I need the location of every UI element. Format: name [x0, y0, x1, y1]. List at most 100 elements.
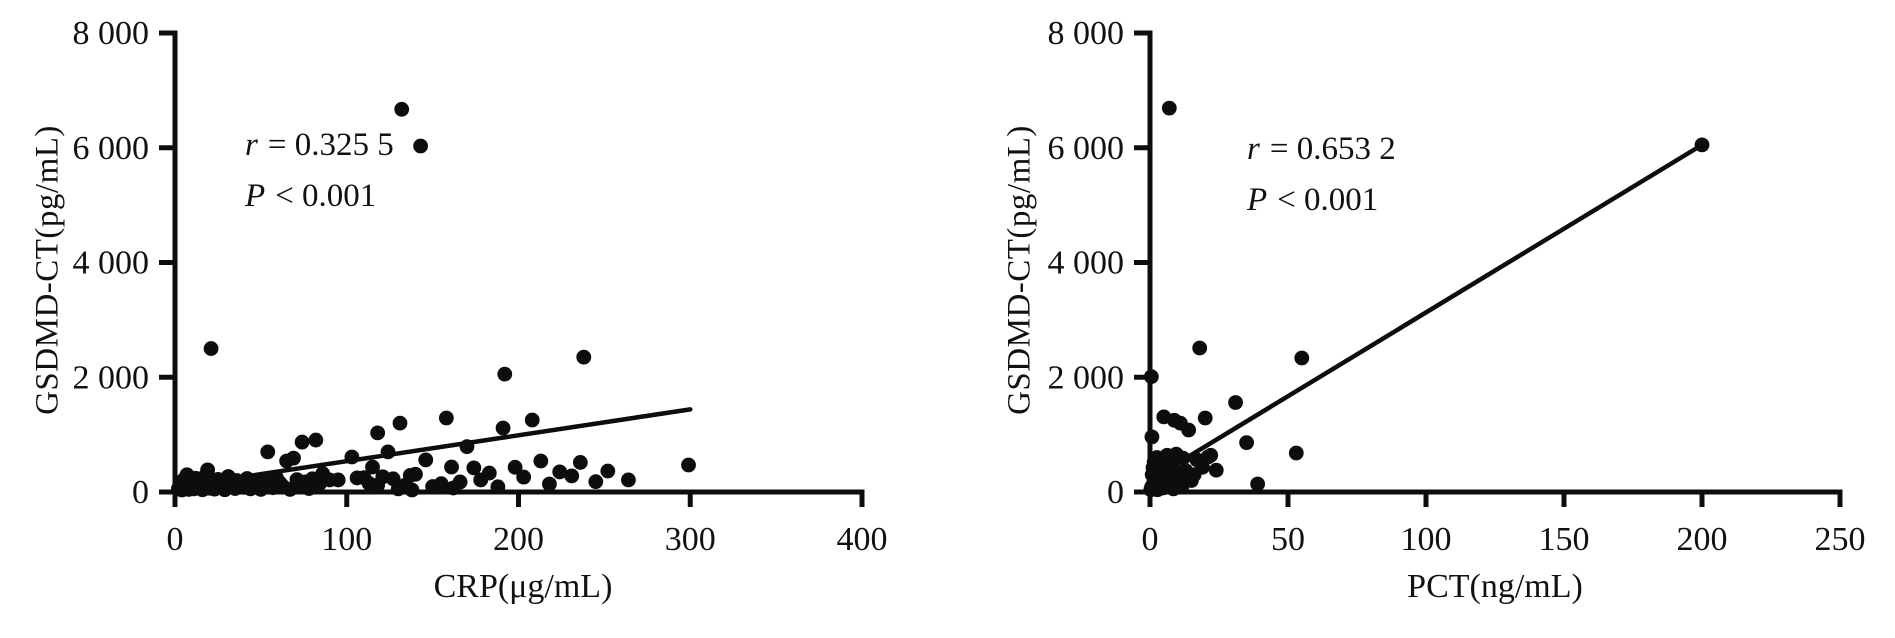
data-point — [1143, 369, 1159, 385]
r-value-text: r = 0.653 2 — [1247, 131, 1396, 167]
r-symbol: r — [1247, 131, 1260, 167]
data-point — [1294, 350, 1310, 366]
data-point — [1239, 435, 1254, 451]
x-tick-label: 100 — [321, 521, 372, 558]
data-point — [330, 472, 346, 488]
data-point — [576, 349, 592, 365]
data-point — [444, 459, 459, 475]
y-axis-title: GSDMD-CT(pg/mL) — [1001, 125, 1038, 415]
r-symbol: r — [245, 127, 258, 163]
data-point — [370, 425, 386, 441]
data-point — [516, 469, 532, 485]
scatter-plot-gsdmd-vs-pct: 0 50 100 150 200 250 0 2 000 4 000 6 000 8 000 — [1048, 15, 1866, 558]
y-tick-label: 2 000 — [73, 359, 150, 396]
data-point — [1250, 476, 1266, 492]
data-point — [533, 453, 549, 469]
data-point — [1197, 410, 1213, 426]
stats-annotation: r = 0.653 2 P < 0.001 — [1247, 131, 1396, 233]
data-point — [524, 412, 540, 428]
y-axis-title: GSDMD-CT(pg/mL) — [29, 125, 66, 415]
data-point — [459, 439, 475, 455]
data-point — [507, 459, 523, 475]
data-point — [552, 464, 568, 480]
data-point — [481, 465, 497, 481]
x-axis-title: CRP(μg/mL) — [433, 568, 613, 605]
y-tick-label: 4 000 — [73, 245, 150, 282]
data-point — [542, 476, 557, 492]
regression-line — [1178, 142, 1705, 464]
data-point — [203, 341, 219, 356]
x-tick-label: 150 — [1539, 521, 1590, 558]
p-number: < 0.001 — [1277, 182, 1379, 218]
x-tick-label: 0 — [1142, 521, 1159, 558]
data-point — [1181, 422, 1197, 438]
x-tick-label: 400 — [837, 521, 888, 558]
data-point — [681, 457, 696, 473]
y-tick-label: 8 000 — [1048, 15, 1125, 52]
data-point — [452, 474, 468, 490]
y-tick-label: 0 — [132, 474, 149, 511]
data-point — [564, 468, 580, 484]
data-point — [294, 434, 310, 450]
data-point — [1228, 395, 1243, 410]
data-point — [433, 476, 449, 492]
data-point — [380, 444, 396, 460]
x-tick-label: 0 — [167, 521, 184, 558]
data-point — [1144, 429, 1160, 445]
p-symbol: P — [245, 178, 266, 214]
data-point — [1694, 137, 1710, 153]
y-tick-label: 6 000 — [1048, 130, 1125, 167]
data-point — [260, 444, 276, 460]
stats-annotation: r = 0.325 5 P < 0.001 — [245, 127, 394, 229]
data-point — [497, 366, 513, 382]
data-point — [495, 420, 511, 436]
r-value-text: r = 0.325 5 — [245, 127, 394, 163]
x-tick-label: 50 — [1271, 521, 1305, 558]
data-point — [286, 450, 301, 466]
data-point — [1288, 445, 1304, 461]
r-number: = 0.325 5 — [267, 127, 394, 163]
data-point — [200, 462, 216, 478]
data-point — [1192, 340, 1208, 356]
x-axis-title: PCT(ng/mL) — [1407, 568, 1583, 605]
x-tick-label: 200 — [1677, 521, 1728, 558]
scatter-plot-gsdmd-vs-crp: 0 100 200 300 400 0 2 000 4 000 6 000 8 000 — [73, 15, 888, 558]
data-point — [600, 463, 616, 479]
p-symbol: P — [1247, 182, 1268, 218]
data-point — [344, 449, 360, 465]
data-point — [588, 474, 604, 490]
data-point — [1208, 462, 1224, 478]
data-point — [572, 455, 588, 470]
data-point — [413, 138, 429, 154]
data-point — [404, 482, 420, 498]
data-point — [1161, 100, 1177, 116]
data-point — [1203, 447, 1219, 463]
y-tick-label: 6 000 — [73, 130, 150, 167]
y-tick-label: 4 000 — [1048, 245, 1125, 282]
x-tick-label: 200 — [493, 521, 544, 558]
data-point — [365, 459, 380, 475]
p-number: < 0.001 — [275, 178, 377, 214]
x-tick-label: 300 — [665, 521, 716, 558]
y-tick-label: 0 — [1107, 474, 1124, 511]
data-point — [392, 415, 408, 431]
data-point — [490, 479, 506, 495]
data-point — [418, 452, 434, 468]
r-number: = 0.653 2 — [1269, 131, 1396, 167]
x-tick-label: 100 — [1401, 521, 1452, 558]
y-tick-label: 2 000 — [1048, 359, 1125, 396]
panel-gsdmd-vs-pct: 0 50 100 150 200 250 0 2 000 4 000 6 000 8 000 GSD… — [948, 0, 1895, 638]
data-point — [1175, 450, 1191, 466]
p-value-text: P < 0.001 — [1247, 182, 1396, 218]
data-point — [438, 410, 454, 426]
y-tick-label: 8 000 — [73, 15, 150, 52]
p-value-text: P < 0.001 — [245, 178, 394, 214]
data-point — [408, 466, 423, 482]
x-tick-label: 250 — [1815, 521, 1866, 558]
data-point — [466, 460, 482, 476]
data-point — [308, 432, 324, 448]
data-point — [621, 472, 636, 488]
data-point — [394, 101, 410, 117]
panel-gsdmd-vs-crp: 0 100 200 300 400 0 2 000 4 000 6 000 8 000 GSDMD… — [0, 0, 947, 638]
